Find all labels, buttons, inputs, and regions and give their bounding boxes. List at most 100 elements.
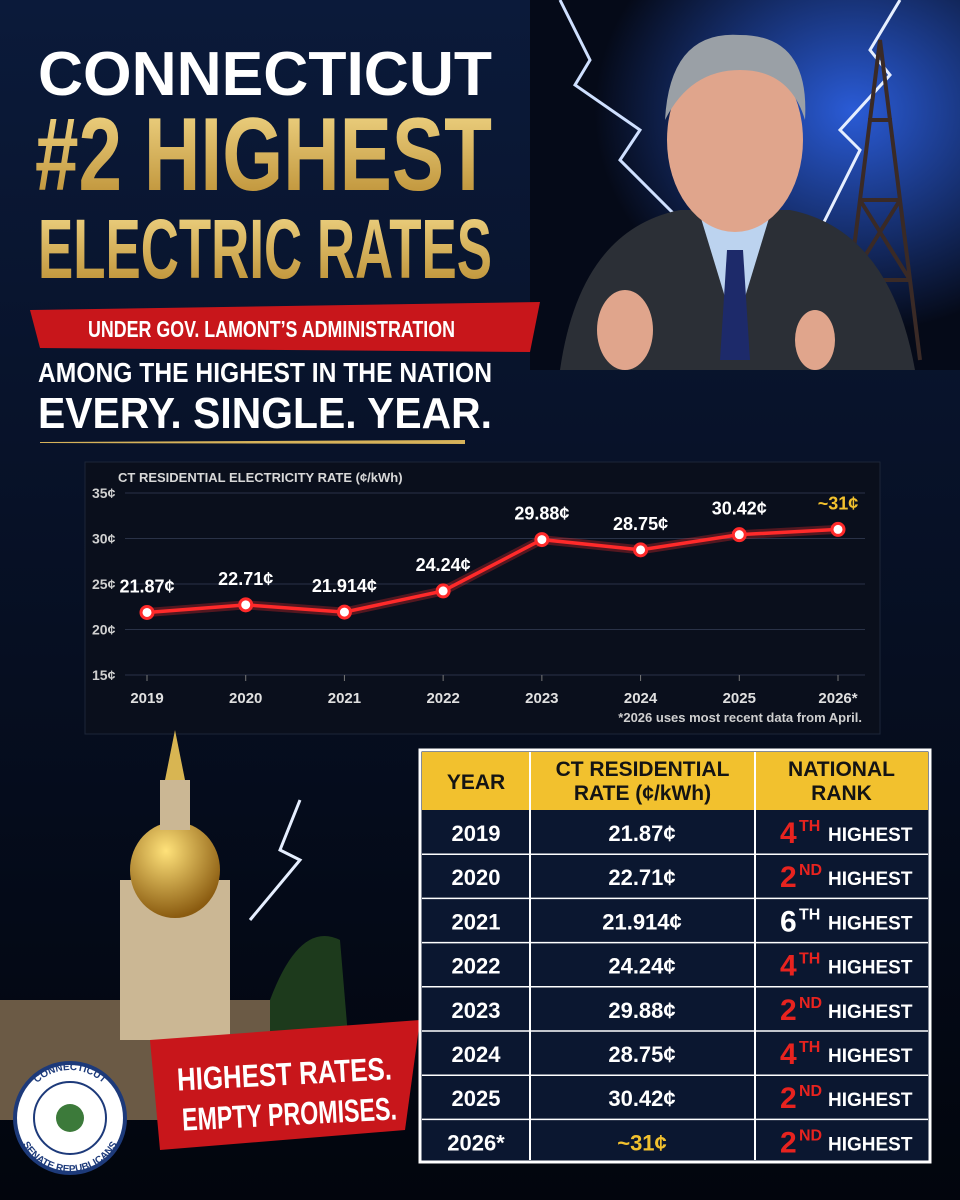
line-chart: 15¢ 20¢ 25¢ 30¢ 35¢ 2019 2020 2021 2022 2023 2024 2… [92, 485, 865, 707]
rank-word: HIGHEST [828, 1090, 913, 1111]
table-cell: 28.75¢ [608, 1042, 675, 1067]
table-cell: 2026* [447, 1130, 505, 1155]
point [336, 604, 352, 620]
rank-suffix: TH [799, 906, 820, 923]
table-cell: 21.87¢ [608, 821, 675, 846]
table-cell: 21.914¢ [602, 909, 682, 934]
headline: #2 HIGHEST [35, 97, 492, 213]
data-label: 28.75¢ [613, 514, 668, 534]
x-tick-label: 2025 [723, 690, 756, 707]
table-cell: ~31¢ [617, 1130, 667, 1155]
table-cell: 22.71¢ [608, 865, 675, 890]
banner [150, 1020, 420, 1150]
table-header-text: RANK [811, 782, 872, 805]
x-tick-label: 2024 [624, 690, 658, 707]
underline [40, 440, 465, 444]
tie [720, 250, 750, 360]
data-label: 29.88¢ [514, 504, 569, 524]
rank-number: 2 [780, 1082, 797, 1115]
y-tick-label: 35¢ [92, 485, 116, 501]
seal-emblem [56, 1104, 84, 1132]
point [534, 532, 550, 548]
rank-word: HIGHEST [828, 1046, 913, 1067]
banner [30, 302, 540, 352]
rank-number: 2 [780, 994, 797, 1027]
rank-word: HIGHEST [828, 1002, 913, 1023]
rank-number: 4 [780, 817, 797, 850]
rank-word: HIGHEST [828, 825, 913, 846]
headline: ELECTRIC RATES [38, 202, 492, 296]
rank-suffix: ND [799, 862, 822, 879]
rank-suffix: TH [799, 1039, 820, 1056]
table-header-text: RATE (¢/kWh) [574, 782, 711, 805]
line [146, 527, 839, 615]
table-header-text: CT RESIDENTIAL [556, 758, 730, 781]
point [633, 542, 649, 558]
data-label: 21.87¢ [119, 576, 174, 596]
rank-word: HIGHEST [828, 869, 913, 890]
hair [665, 34, 806, 120]
table-cell: 2025 [452, 1086, 501, 1111]
chart-panel [84, 461, 881, 735]
headline: CONNECTICUT [38, 40, 492, 109]
rank-number: 6 [780, 905, 797, 938]
rank-number: 4 [780, 1038, 797, 1071]
point [139, 604, 155, 620]
data-label: 21.914¢ [312, 576, 377, 596]
table [418, 748, 932, 1164]
y-tick-label: 20¢ [92, 622, 116, 638]
table-cell: 2021 [452, 909, 501, 934]
rank-suffix: ND [799, 1083, 822, 1100]
subheadline: EVERY. SINGLE. YEAR. [38, 389, 492, 438]
face [667, 48, 803, 232]
table-cell: 29.88¢ [608, 998, 675, 1023]
rank-number: 4 [780, 950, 797, 983]
table-cell: 30.42¢ [608, 1086, 675, 1111]
subheadline: AMONG THE HIGHEST IN THE NATION [38, 357, 492, 388]
footnote: *2026 uses most recent data from April. [618, 710, 862, 725]
chart-title: CT RESIDENTIAL ELECTRICITY RATE (¢/kWh) [118, 470, 403, 485]
table-header [422, 752, 928, 810]
table-cell: 2023 [452, 998, 501, 1023]
rank-suffix: TH [799, 818, 820, 835]
hand [795, 310, 835, 370]
rank-word: HIGHEST [828, 913, 913, 934]
point [435, 583, 451, 599]
x-tick-label: 2022 [426, 690, 459, 707]
point [238, 597, 254, 613]
banner-text: UNDER GOV. LAMONT’S ADMINISTRATION [88, 316, 455, 342]
rank-word: HIGHEST [828, 1134, 913, 1155]
y-tick-label: 30¢ [92, 531, 116, 547]
table-cell: 24.24¢ [608, 954, 675, 979]
x-tick-label: 2019 [130, 690, 163, 707]
table-cell: 2019 [452, 821, 501, 846]
rank-suffix: ND [799, 1127, 822, 1144]
data-label: ~31¢ [818, 493, 859, 513]
table-cell: 2024 [452, 1042, 502, 1067]
table-header-text: YEAR [447, 771, 505, 794]
data-label: 22.71¢ [218, 569, 273, 589]
rank-suffix: ND [799, 995, 822, 1012]
rank-word: HIGHEST [828, 958, 913, 979]
x-tick-label: 2021 [328, 690, 361, 707]
table-header-text: NATIONAL [788, 758, 895, 781]
rank-suffix: TH [799, 951, 820, 968]
table-cell: 2022 [452, 954, 501, 979]
table-cell: 2020 [452, 865, 501, 890]
lightning [558, 0, 702, 242]
x-tick-label: 2023 [525, 690, 558, 707]
rank-number: 2 [780, 861, 797, 894]
point [731, 527, 747, 543]
lightning [818, 0, 902, 231]
rank-number: 2 [780, 1126, 797, 1159]
data-label: 24.24¢ [416, 555, 471, 575]
y-tick-label: 15¢ [92, 667, 116, 683]
hand [597, 290, 653, 370]
x-tick-label: 2026* [818, 690, 857, 707]
x-tick-label: 2020 [229, 690, 262, 707]
y-tick-label: 25¢ [92, 576, 116, 592]
point [830, 521, 846, 537]
